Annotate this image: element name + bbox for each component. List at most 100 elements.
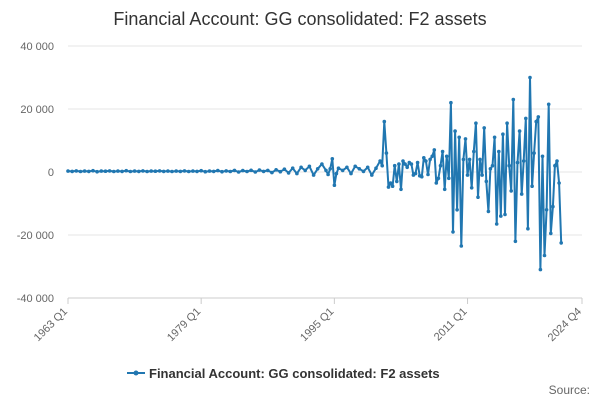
- data-point: [465, 173, 470, 177]
- data-point: [390, 184, 395, 188]
- data-point: [399, 187, 403, 192]
- data-point: [490, 163, 495, 168]
- data-point: [540, 154, 545, 159]
- data-point: [436, 176, 441, 181]
- data-point: [374, 166, 378, 170]
- data-point: [442, 187, 447, 192]
- data-point: [274, 168, 278, 172]
- data-point: [211, 169, 216, 174]
- data-point: [349, 171, 353, 176]
- data-point: [397, 162, 401, 166]
- data-point: [395, 179, 399, 184]
- data-point: [553, 163, 557, 168]
- data-point: [303, 168, 308, 173]
- data-point: [249, 168, 253, 173]
- x-tick-label: 1995 Q1: [298, 306, 336, 344]
- data-point: [328, 167, 333, 171]
- data-point: [245, 169, 249, 174]
- data-point: [455, 208, 459, 212]
- y-tick-label: 20 000: [20, 104, 54, 116]
- y-tick-label: -20 000: [17, 230, 54, 242]
- data-point: [420, 174, 424, 179]
- data-point: [253, 170, 258, 174]
- data-point: [526, 226, 530, 231]
- data-point: [492, 135, 497, 140]
- y-tick-label: 0: [48, 167, 54, 179]
- data-point: [507, 163, 512, 168]
- data-point: [203, 169, 208, 174]
- data-point: [137, 169, 141, 174]
- data-point: [497, 149, 501, 154]
- data-point: [536, 115, 541, 119]
- data-point: [166, 169, 170, 173]
- data-point: [453, 129, 457, 133]
- data-point: [199, 168, 203, 173]
- series-points: [66, 75, 563, 272]
- data-point: [551, 204, 555, 209]
- data-point: [505, 121, 509, 125]
- data-point: [353, 164, 358, 169]
- data-point: [311, 173, 316, 177]
- data-point: [295, 171, 299, 176]
- data-point: [149, 169, 153, 173]
- data-point: [440, 149, 445, 154]
- data-point: [461, 157, 466, 162]
- data-point: [447, 176, 451, 181]
- x-tick-label: 1963 Q1: [32, 306, 70, 344]
- data-point: [228, 169, 233, 174]
- data-point: [472, 149, 476, 154]
- data-point: [378, 159, 382, 163]
- data-point: [216, 168, 220, 173]
- data-point: [365, 165, 370, 170]
- data-point: [315, 167, 320, 171]
- data-point: [546, 102, 551, 107]
- data-point: [282, 167, 287, 171]
- data-point: [463, 137, 468, 141]
- y-tick-label: -40 000: [17, 293, 54, 305]
- data-point: [432, 148, 437, 152]
- data-point: [542, 253, 547, 258]
- legend[interactable]: Financial Account: GG consolidated: F2 a…: [127, 366, 440, 381]
- data-point: [449, 100, 453, 105]
- data-point: [320, 162, 324, 166]
- data-point: [559, 241, 563, 245]
- data-point: [555, 159, 559, 163]
- data-point: [178, 169, 183, 174]
- data-point: [220, 169, 224, 174]
- data-point: [422, 156, 426, 160]
- data-point: [457, 135, 462, 140]
- legend-label: Financial Account: GG consolidated: F2 a…: [149, 366, 440, 381]
- data-point: [87, 169, 91, 174]
- legend-marker: [133, 370, 139, 376]
- source-credit[interactable]: Source:: [549, 383, 590, 397]
- data-point: [270, 170, 274, 175]
- data-point: [413, 171, 418, 176]
- data-point: [484, 179, 489, 184]
- data-point: [145, 169, 149, 174]
- data-point: [257, 168, 262, 172]
- data-point: [478, 157, 482, 162]
- data-point: [326, 172, 330, 177]
- data-point: [386, 185, 391, 189]
- data-point: [361, 169, 366, 174]
- data-point: [290, 166, 295, 170]
- data-point: [132, 169, 137, 173]
- data-point: [82, 169, 87, 173]
- data-point: [107, 169, 112, 173]
- data-point: [415, 160, 420, 165]
- data-point: [299, 165, 303, 170]
- data-point: [70, 169, 74, 174]
- data-point: [336, 166, 341, 170]
- data-point: [557, 181, 561, 185]
- data-point: [499, 214, 503, 218]
- data-point: [488, 167, 493, 171]
- data-point: [330, 157, 335, 161]
- data-point: [334, 171, 339, 176]
- data-point: [236, 170, 241, 174]
- data-point: [476, 195, 480, 199]
- data-point: [112, 169, 116, 174]
- data-point: [405, 165, 410, 170]
- data-point: [434, 181, 439, 185]
- data-point: [340, 168, 345, 173]
